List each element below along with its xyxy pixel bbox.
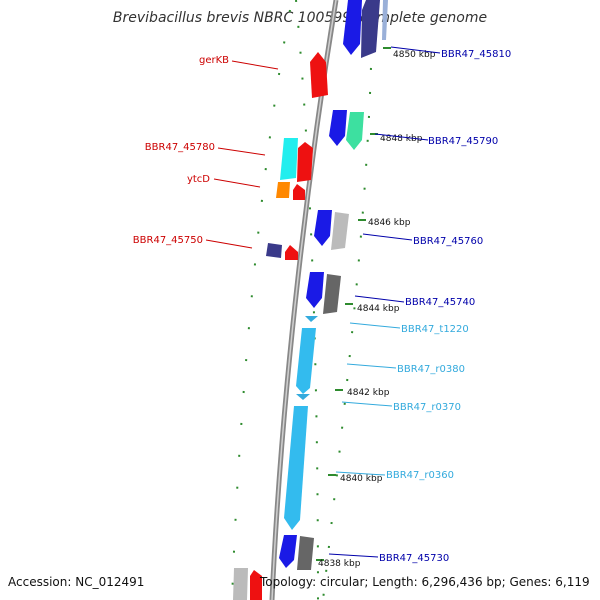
gene-label-bbr47-r0370[interactable]: BBR47_r0370	[393, 402, 461, 413]
scale-tick-4850: 4850 kbp	[383, 47, 436, 60]
gene-label-bbr47-45740[interactable]: BBR47_45740	[405, 297, 475, 308]
scale-tick-4838: 4838 kbp	[316, 559, 361, 569]
gene-arrow-45750-b[interactable]	[285, 245, 298, 260]
gene-arrow-45740-b[interactable]	[323, 274, 341, 314]
gene-label-bbr47-45760[interactable]: BBR47_45760	[413, 236, 483, 247]
gene-arrow-ytcd-a[interactable]	[276, 182, 290, 198]
gene-arrow-45730-a[interactable]	[279, 535, 297, 568]
scale-tick-4842: 4842 kbp	[335, 388, 390, 398]
gene-label-bbr47-45730[interactable]: BBR47_45730	[379, 553, 449, 564]
rrna-r0370[interactable]	[296, 394, 310, 400]
scale-label-4848: 4848 kbp	[380, 134, 423, 144]
gene-label-bbr47-45810[interactable]: BBR47_45810	[441, 49, 511, 60]
gene-arrow-45810-a[interactable]	[343, 0, 362, 55]
gene-arrow-45730-b[interactable]	[297, 536, 314, 570]
gene-label-bbr47-45790[interactable]: BBR47_45790	[428, 136, 498, 147]
scale-label-4844: 4844 kbp	[357, 304, 400, 314]
gene-label-gerkb[interactable]: gerKB	[199, 55, 229, 66]
gene-label-bbr47-t1220[interactable]: BBR47_t1220	[401, 324, 469, 335]
outer-dotted-ring-left	[231, 9, 291, 600]
gene-arrow-ytcd-b[interactable]	[293, 184, 305, 200]
gene-arrow-bottom-a[interactable]	[233, 568, 248, 600]
accession-text: Accession: NC_012491	[8, 575, 145, 589]
scale-tick-4846: 4846 kbp	[358, 218, 411, 228]
scale-tick-4840: 4840 kbp	[328, 474, 383, 484]
gene-label-bbr47-45780[interactable]: BBR47_45780	[145, 142, 215, 153]
gene-label-bbr47-45750[interactable]: BBR47_45750	[133, 235, 203, 246]
topology-text: Topology: circular; Length: 6,296,436 bp…	[260, 575, 590, 589]
scale-label-4838: 4838 kbp	[318, 559, 361, 569]
gene-arrow-45750-a[interactable]	[266, 243, 282, 258]
gene-label-bbr47-r0360[interactable]: BBR47_r0360	[386, 470, 454, 481]
gene-arrow-gerkb[interactable]	[310, 52, 328, 98]
scale-label-4840: 4840 kbp	[340, 474, 383, 484]
rrna-r0360[interactable]	[284, 406, 308, 530]
gene-arrow-bottom-b[interactable]	[250, 570, 262, 600]
scale-label-4846: 4846 kbp	[368, 218, 411, 228]
trna-t1220[interactable]	[305, 316, 318, 322]
gene-arrow-45790-a[interactable]	[329, 110, 347, 146]
gene-arrow-45740-a[interactable]	[306, 272, 324, 308]
gene-arrow-45790-b[interactable]	[346, 112, 364, 150]
gene-label-ytcd[interactable]: ytcD	[187, 174, 210, 185]
gene-arrow-45810-b[interactable]	[361, 0, 380, 58]
gene-label-bbr47-r0380[interactable]: BBR47_r0380	[397, 364, 465, 375]
gene-arrow-45760-a[interactable]	[314, 210, 332, 246]
gene-arrow-45810-c[interactable]	[382, 0, 388, 40]
gene-arrow-45780-a[interactable]	[280, 138, 298, 180]
gene-arrow-45760-b[interactable]	[331, 212, 349, 250]
map-title: Brevibacillus brevis NBRC 100599, comple…	[112, 10, 488, 26]
rrna-r0380[interactable]	[296, 328, 316, 394]
scale-tick-4844: 4844 kbp	[345, 303, 400, 314]
scale-label-4842: 4842 kbp	[347, 388, 390, 398]
gene-arrow-45780-b[interactable]	[297, 142, 313, 182]
scale-label-4850: 4850 kbp	[393, 50, 436, 60]
